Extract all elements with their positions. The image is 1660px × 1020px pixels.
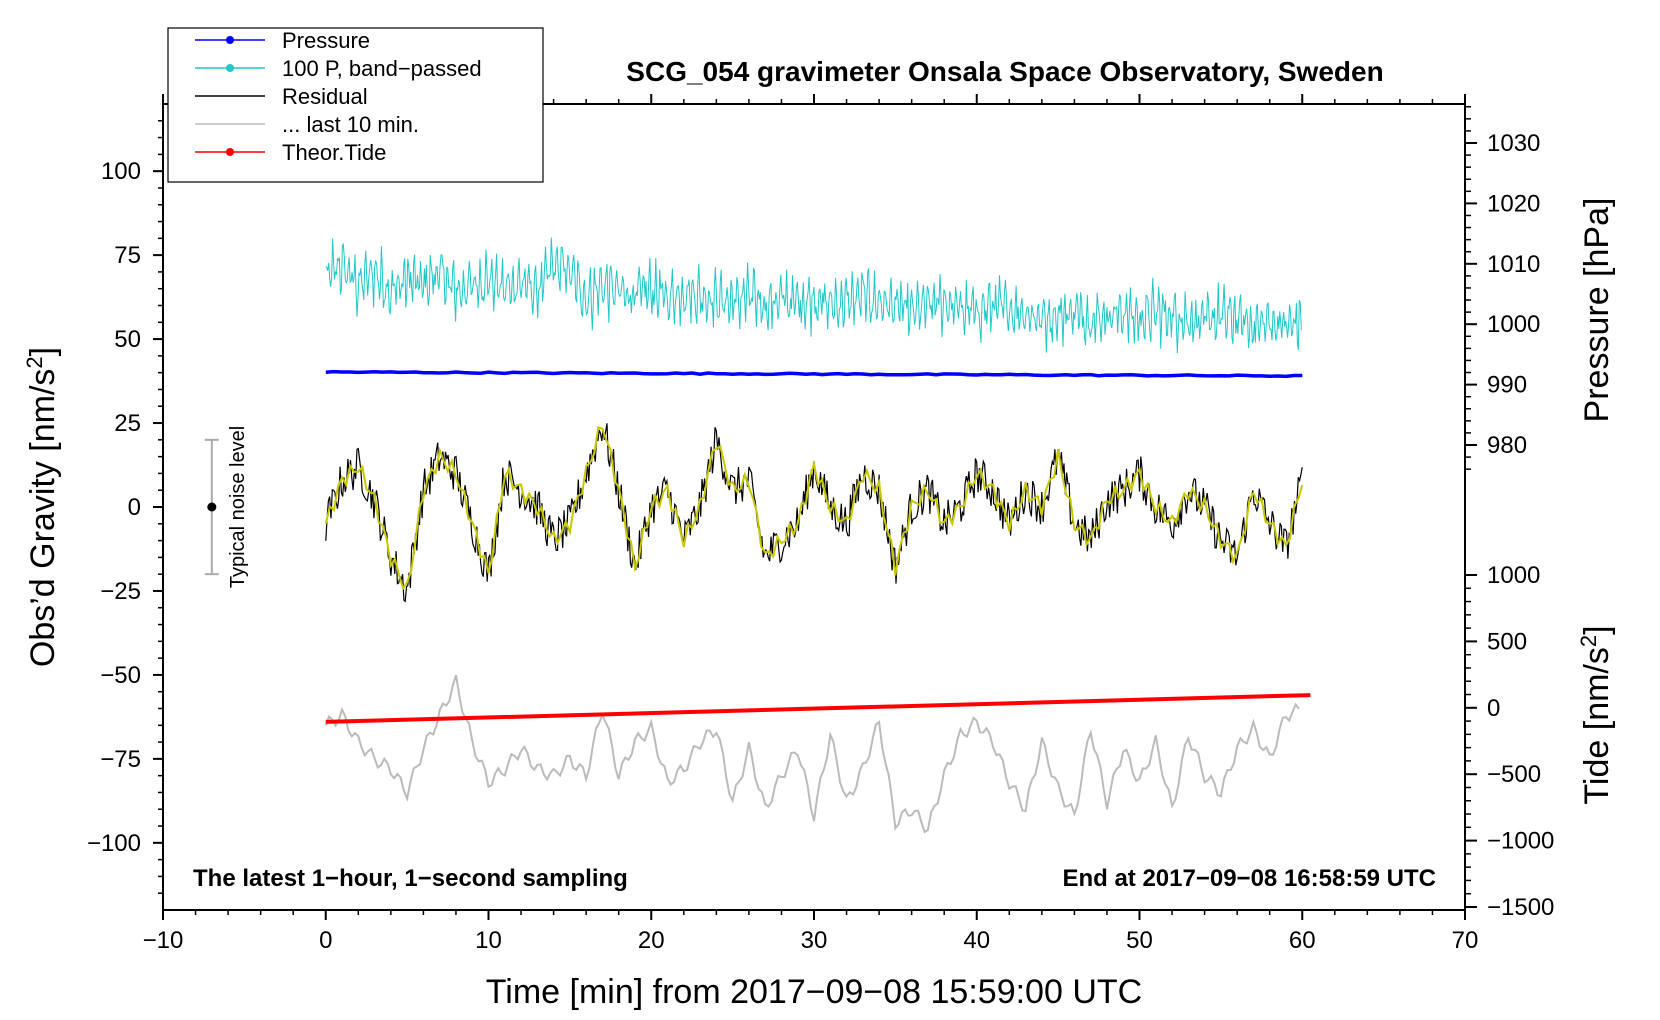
left-axis-title: Obs’d Gravity [nm/s2]	[22, 347, 62, 667]
y-tick-label: 25	[114, 410, 141, 437]
legend-marker	[226, 148, 234, 156]
legend: Pressure 100 P, band−passed Residual ... la…	[167, 27, 544, 183]
tide-tick-label: −500	[1487, 761, 1541, 788]
noise-level-label: Typical noise level	[227, 426, 249, 588]
pressure-tick-label: 1030	[1487, 130, 1540, 157]
legend-marker	[226, 64, 234, 72]
series-layer	[324, 237, 1311, 834]
left-axis-title-main: Obs’d Gravity [nm/s	[24, 369, 62, 668]
pressure-tick-label: 1000	[1487, 311, 1540, 338]
series-residual-smoothed-line	[324, 425, 1304, 591]
tide-axis-title-sup: 2	[1576, 635, 1601, 647]
series-theoretical-tide-line	[325, 693, 1311, 724]
noise-center-dot	[207, 502, 217, 512]
x-tick-label: 40	[963, 927, 990, 954]
tide-axis-title-end: ]	[1578, 625, 1616, 634]
legend-marker	[226, 36, 234, 44]
tide-axis-title: Tide [nm/s2]	[1576, 625, 1616, 804]
tide-tick-label: 1000	[1487, 562, 1540, 589]
x-axis-ticks: −10 0 10 20 30 40 50 60 70	[143, 94, 1479, 954]
tide-tick-label: −1500	[1487, 894, 1554, 921]
x-tick-label: 50	[1126, 927, 1153, 954]
tide-axis-title-main: Tide [nm/s	[1578, 647, 1616, 804]
legend-label: Residual	[282, 84, 368, 109]
plot-frame	[162, 103, 1466, 911]
x-tick-label: −10	[143, 927, 184, 954]
legend-label: Pressure	[282, 28, 370, 53]
x-tick-label: 70	[1452, 927, 1479, 954]
pressure-tick-label: 1010	[1487, 251, 1540, 278]
y-tick-label: 75	[114, 242, 141, 269]
y-tick-label: 50	[114, 326, 141, 353]
x-tick-label: 30	[801, 927, 828, 954]
series-bandpassed-pressure-line	[325, 237, 1302, 354]
y-tick-label: −25	[100, 578, 141, 605]
series-pressure-line	[325, 369, 1303, 379]
legend-label: ... last 10 min.	[282, 112, 419, 137]
left-axis-title-end: ]	[24, 347, 62, 356]
pressure-tick-label: 1020	[1487, 190, 1540, 217]
x-tick-label: 10	[475, 927, 502, 954]
left-axis-ticks: −100 −75 −50 −25 0 25 50 75 100	[87, 120, 163, 894]
left-axis-title-sup: 2	[22, 356, 47, 368]
pressure-tick-label: 980	[1487, 432, 1527, 459]
tide-tick-label: 0	[1487, 695, 1500, 722]
y-tick-label: −50	[100, 662, 141, 689]
y-tick-label: 100	[101, 158, 141, 185]
end-time-note: End at 2017−09−08 16:58:59 UTC	[1062, 865, 1436, 892]
x-tick-label: 0	[319, 927, 332, 954]
legend-label: Theor.Tide	[282, 140, 386, 165]
series-last-10-min-line	[324, 674, 1300, 834]
noise-indicator: Typical noise level	[204, 426, 249, 588]
x-tick-label: 20	[638, 927, 665, 954]
y-tick-label: −100	[87, 830, 141, 857]
legend-box	[167, 27, 544, 183]
sampling-note: The latest 1−hour, 1−second sampling	[193, 865, 628, 892]
chart-title: SCG_054 gravimeter Onsala Space Observat…	[626, 56, 1383, 87]
y-tick-label: 0	[128, 494, 141, 521]
pressure-axis-ticks: 980 990 1000 1010 1020 1030	[1465, 106, 1540, 470]
legend-entries: Pressure 100 P, band−passed Residual ... la…	[195, 28, 482, 165]
tide-tick-label: −1000	[1487, 828, 1554, 855]
legend-label: 100 P, band−passed	[282, 56, 482, 81]
pressure-axis-title: Pressure [hPa]	[1578, 198, 1616, 423]
pressure-tick-label: 990	[1487, 372, 1527, 399]
x-axis-title: Time [min] from 2017−09−08 15:59:00 UTC	[486, 973, 1142, 1011]
tide-axis-ticks: −1500 −1000 −500 0 500 1000	[1465, 562, 1554, 921]
x-tick-label: 60	[1289, 927, 1316, 954]
tide-tick-label: 500	[1487, 628, 1527, 655]
y-tick-label: −75	[100, 746, 141, 773]
